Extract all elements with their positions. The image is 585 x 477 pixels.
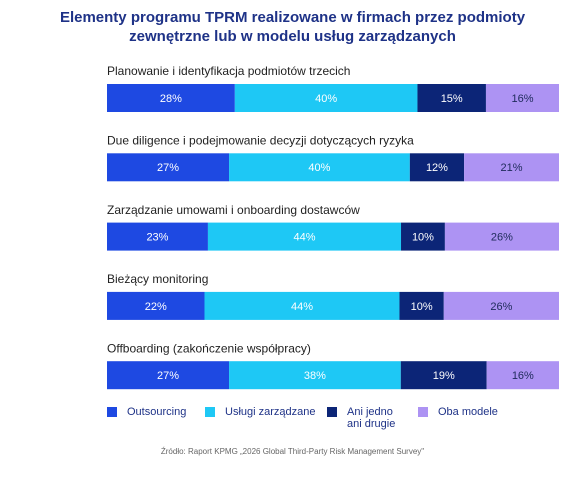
legend-label: Usługi zarządzane xyxy=(225,406,316,418)
bar-segment xyxy=(229,361,401,390)
category-label: Bieżący monitoring xyxy=(107,272,208,286)
value-label: 40% xyxy=(315,93,337,105)
legend-item: Ani jedno ani drugie xyxy=(327,406,418,430)
bar-segment xyxy=(400,361,487,390)
bar-segment xyxy=(401,222,445,251)
legend: Outsourcing Usługi zarządzane Ani jedno an… xyxy=(107,406,508,430)
bar-segment xyxy=(486,361,559,390)
legend-label: Ani jedno ani drugie xyxy=(347,406,396,430)
legend-swatch xyxy=(327,407,337,417)
bar-segment xyxy=(485,84,559,112)
legend-swatch xyxy=(107,407,117,417)
value-label: 16% xyxy=(512,370,534,382)
bar-segment xyxy=(107,84,235,112)
bar-segment xyxy=(444,222,559,251)
value-label: 28% xyxy=(160,93,182,105)
source-note: Źródło: Raport KPMG „2026 Global Third-P… xyxy=(160,447,425,456)
bar-segment xyxy=(204,291,400,320)
category-label: Offboarding (zakończenie współpracy) xyxy=(107,341,311,355)
bar-segment xyxy=(107,291,205,320)
value-label: 27% xyxy=(157,370,179,382)
legend-item: Usługi zarządzane xyxy=(205,406,327,430)
bar-segment xyxy=(417,84,486,112)
value-label: 12% xyxy=(426,162,448,174)
bar-segment xyxy=(464,153,559,182)
value-label: 15% xyxy=(441,93,463,105)
bar-segment xyxy=(107,153,230,182)
value-label: 27% xyxy=(157,162,179,174)
value-label: 44% xyxy=(291,301,313,313)
legend-item: Oba modele xyxy=(418,406,508,430)
value-label: 38% xyxy=(304,370,326,382)
bar-segment xyxy=(234,84,418,112)
legend-label: Outsourcing xyxy=(127,406,187,418)
value-label: 23% xyxy=(146,232,168,244)
bar-segment xyxy=(207,222,402,251)
category-label: Due diligence i podejmowanie decyzji dot… xyxy=(107,133,414,147)
legend-swatch xyxy=(418,407,428,417)
chart-title: Elementy programu TPRM realizowane w fir… xyxy=(59,9,526,45)
bar-segment xyxy=(443,291,559,320)
value-label: 22% xyxy=(145,301,167,313)
value-label: 16% xyxy=(511,93,533,105)
legend-label: Oba modele xyxy=(438,406,498,418)
bar-segment xyxy=(399,291,444,320)
value-label: 26% xyxy=(490,301,512,313)
value-label: 19% xyxy=(433,370,455,382)
legend-swatch xyxy=(205,407,215,417)
value-label: 40% xyxy=(308,162,330,174)
value-label: 10% xyxy=(411,301,433,313)
bar-segment xyxy=(409,153,465,182)
bar-segment xyxy=(107,361,230,390)
bar-segment xyxy=(229,153,410,182)
value-label: 10% xyxy=(412,232,434,244)
value-label: 21% xyxy=(501,162,523,174)
legend-item: Outsourcing xyxy=(107,406,205,430)
value-label: 44% xyxy=(293,232,315,244)
chart: Planowanie i identyfikacja podmiotów trz… xyxy=(107,64,559,390)
category-label: Planowanie i identyfikacja podmiotów trz… xyxy=(107,64,350,78)
bar-segment xyxy=(107,222,208,251)
category-label: Zarządzanie umowami i onboarding dostawc… xyxy=(107,203,360,217)
value-label: 26% xyxy=(491,232,513,244)
